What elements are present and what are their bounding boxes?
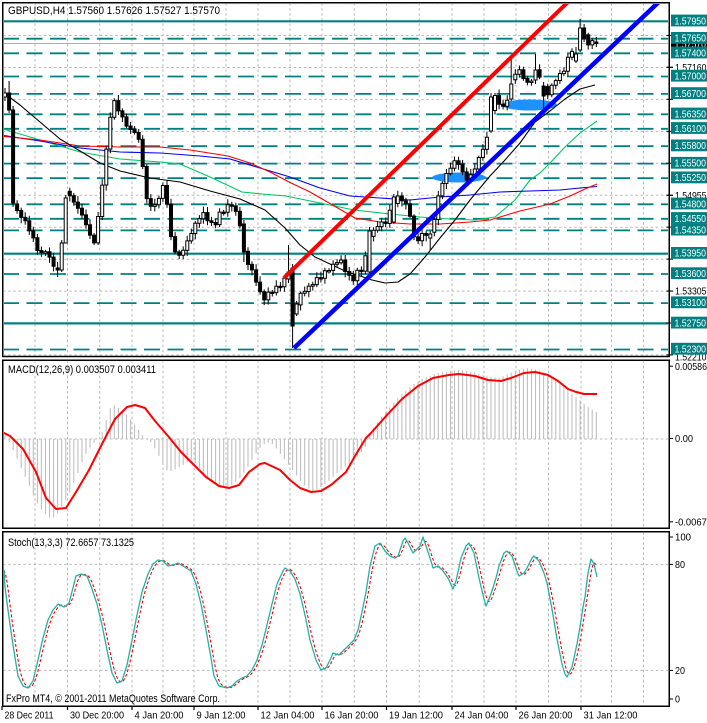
svg-text:1.55800: 1.55800 bbox=[675, 140, 707, 152]
svg-text:1.54800: 1.54800 bbox=[675, 198, 707, 210]
svg-text:GBPUSD,H4 1.57560 1.57626 1.5: GBPUSD,H4 1.57560 1.57626 1.57527 1.5757… bbox=[8, 5, 220, 17]
svg-text:1.55500: 1.55500 bbox=[675, 158, 707, 170]
svg-text:1.56700: 1.56700 bbox=[675, 88, 707, 100]
svg-text:0: 0 bbox=[675, 694, 680, 706]
svg-text:1.53950: 1.53950 bbox=[675, 248, 707, 260]
svg-text:28 Dec 2011: 28 Dec 2011 bbox=[5, 710, 54, 722]
svg-text:1.56100: 1.56100 bbox=[675, 123, 707, 135]
svg-text:12 Jan 04:00: 12 Jan 04:00 bbox=[261, 710, 315, 722]
svg-text:1.55250: 1.55250 bbox=[675, 172, 707, 184]
svg-text:1.53305: 1.53305 bbox=[675, 286, 707, 298]
svg-text:0.00: 0.00 bbox=[675, 433, 693, 445]
svg-text:31 Jan 12:00: 31 Jan 12:00 bbox=[584, 710, 638, 722]
svg-text:19 Jan 12:00: 19 Jan 12:00 bbox=[389, 710, 443, 722]
svg-text:1.53600: 1.53600 bbox=[675, 268, 707, 280]
svg-text:80: 80 bbox=[675, 559, 685, 571]
svg-text:1.54550: 1.54550 bbox=[675, 213, 707, 225]
svg-text:30 Dec 20:00: 30 Dec 20:00 bbox=[70, 710, 124, 722]
svg-text:24 Jan 04:00: 24 Jan 04:00 bbox=[455, 710, 509, 722]
svg-text:16 Jan 20:00: 16 Jan 20:00 bbox=[325, 710, 379, 722]
svg-text:1.56350: 1.56350 bbox=[675, 108, 707, 120]
svg-text:1.57400: 1.57400 bbox=[675, 47, 707, 59]
svg-text:1.57950: 1.57950 bbox=[675, 15, 707, 27]
svg-text:4 Jan 20:00: 4 Jan 20:00 bbox=[135, 710, 184, 722]
svg-text:1.53100: 1.53100 bbox=[675, 297, 707, 309]
svg-text:-0.00673: -0.00673 bbox=[675, 516, 707, 528]
svg-text:1.52300: 1.52300 bbox=[675, 344, 707, 356]
svg-text:100: 100 bbox=[675, 532, 691, 544]
svg-text:9 Jan 12:00: 9 Jan 12:00 bbox=[197, 710, 246, 722]
svg-text:20: 20 bbox=[675, 665, 685, 677]
svg-text:FxPro MT4, © 2001-2011 MetaQuo: FxPro MT4, © 2001-2011 MetaQuotes Softwa… bbox=[6, 693, 220, 705]
svg-text:Stoch(13,3,3) 72.6657 73.1325: Stoch(13,3,3) 72.6657 73.1325 bbox=[8, 537, 134, 549]
svg-text:1.57000: 1.57000 bbox=[675, 71, 707, 83]
svg-text:1.57650: 1.57650 bbox=[675, 33, 707, 45]
svg-text:1.54350: 1.54350 bbox=[675, 224, 707, 236]
svg-text:0.00586: 0.00586 bbox=[675, 361, 707, 373]
svg-text:26 Jan 20:00: 26 Jan 20:00 bbox=[519, 710, 573, 722]
svg-text:1.52750: 1.52750 bbox=[675, 317, 707, 329]
svg-text:MACD(12,26,9) 0.003507 0.00341: MACD(12,26,9) 0.003507 0.003411 bbox=[8, 364, 156, 376]
